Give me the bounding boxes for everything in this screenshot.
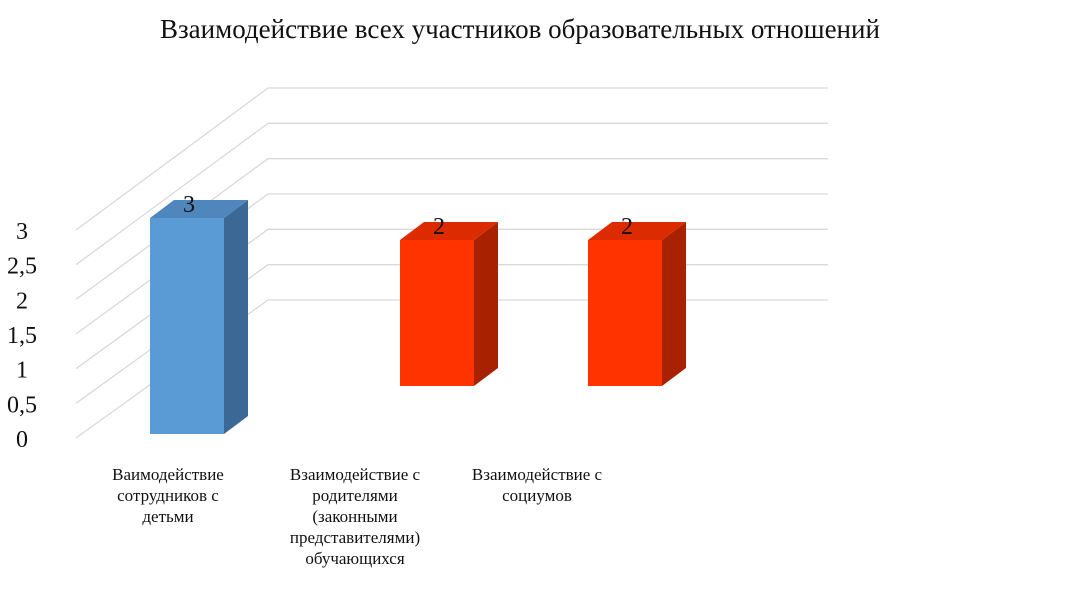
bar-top bbox=[150, 200, 248, 218]
data-label: 3 bbox=[183, 192, 195, 218]
bar bbox=[150, 218, 224, 434]
category-label-line: социумов bbox=[502, 486, 572, 505]
bar bbox=[400, 240, 474, 386]
gridline bbox=[75, 87, 828, 231]
category-label-line: представителями) bbox=[290, 528, 420, 547]
bar-side bbox=[224, 200, 248, 434]
bar-side bbox=[474, 222, 498, 386]
category-label-line: (законными bbox=[312, 507, 397, 526]
category-label-line: сотрудников с bbox=[117, 486, 219, 505]
chart-title: Взаимодействие всех участников образоват… bbox=[160, 14, 880, 44]
category-label: Ваимодействие сотрудников с детьми bbox=[112, 465, 224, 526]
bar-top bbox=[588, 222, 686, 240]
y-tick-label: 2 bbox=[16, 288, 28, 314]
data-label: 2 bbox=[621, 214, 633, 240]
gridline bbox=[75, 122, 828, 266]
category-label: Взаимодействие с родителями (законными пред… bbox=[290, 465, 421, 568]
category-label-line: обучающихся bbox=[305, 549, 405, 568]
category-label-line: Ваимодействие bbox=[112, 465, 224, 484]
y-tick-label: 0,5 bbox=[7, 392, 37, 418]
category-label: Взаимодействие с социумов bbox=[472, 465, 603, 505]
bar bbox=[588, 240, 662, 386]
category-label-line: детьми bbox=[142, 507, 193, 526]
gridline bbox=[75, 193, 828, 335]
category-label-line: Взаимодействие с bbox=[472, 465, 603, 484]
y-tick-label: 1,5 bbox=[7, 323, 37, 349]
bar-top bbox=[400, 222, 498, 240]
data-label: 2 bbox=[433, 214, 445, 240]
y-tick-label: 2,5 bbox=[7, 254, 37, 280]
y-tick-label: 3 bbox=[16, 219, 28, 245]
gridline bbox=[75, 158, 828, 300]
category-label-line: Взаимодействие с bbox=[290, 465, 421, 484]
y-tick-label: 1 bbox=[16, 358, 28, 384]
y-tick-label: 0 bbox=[16, 427, 28, 453]
bar-side bbox=[662, 222, 686, 386]
category-label-line: родителями bbox=[312, 486, 397, 505]
